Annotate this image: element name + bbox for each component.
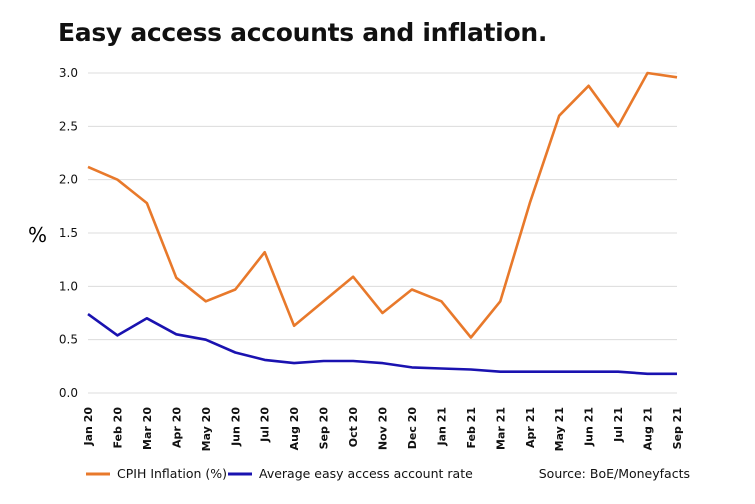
gridlines [88, 72, 677, 394]
x-tick-label: Apr 20 [170, 407, 183, 448]
y-tick-label: 0.5 [59, 333, 78, 347]
y-tick-label: 1.5 [59, 226, 78, 240]
x-tick-label: Aug 20 [288, 407, 301, 451]
x-tick-label: Mar 21 [494, 407, 507, 450]
y-tick-label: 1.0 [59, 279, 78, 293]
y-tick-label: 2.5 [59, 119, 78, 133]
x-tick-label: Nov 20 [377, 407, 390, 450]
legend-label-cpih: CPIH Inflation (%) [117, 466, 227, 481]
x-tick-label: Jun 21 [583, 407, 596, 447]
x-tick-label: May 21 [553, 407, 566, 451]
x-tick-label: Feb 21 [465, 407, 478, 449]
x-tick-label: Jul 20 [259, 407, 272, 443]
source-note: Source: BoE/Moneyfacts [539, 466, 690, 481]
x-tick-label: Oct 20 [347, 407, 360, 448]
series-line-cpih [87, 71, 678, 339]
x-tick-label: Jan 21 [435, 407, 448, 446]
x-tick-label: Feb 20 [111, 407, 124, 449]
x-tick-label: Sep 20 [318, 407, 331, 450]
series-lines [87, 71, 678, 376]
y-tick-labels: 0.0 0.5 1.0 1.5 2.0 2.5 3.0 [59, 66, 78, 400]
y-tick-label: 2.0 [59, 173, 78, 187]
x-tick-label: Aug 21 [642, 407, 655, 450]
x-tick-label: Jul 21 [612, 407, 625, 443]
x-tick-labels: Jan 20 Feb 20 Mar 20 Apr 20 May 20 Jun 20 Jul … [82, 407, 684, 452]
y-tick-label: 0.0 [59, 386, 78, 400]
y-tick-label: 3.0 [59, 66, 78, 80]
x-tick-label: Apr 21 [524, 407, 537, 448]
x-tick-label: Jan 20 [82, 407, 95, 447]
x-tick-label: Jun 20 [229, 407, 242, 447]
x-tick-label: Dec 20 [406, 407, 419, 450]
y-axis-label: % [28, 223, 47, 247]
legend: CPIH Inflation (%) Average easy access a… [86, 466, 473, 481]
x-tick-label: Mar 20 [141, 407, 154, 450]
x-tick-label: Sep 21 [671, 407, 684, 449]
x-tick-label: May 20 [200, 407, 213, 452]
legend-label-easy-access: Average easy access account rate [259, 466, 473, 481]
series-line-easy-access [87, 313, 677, 376]
chart-title: Easy access accounts and inflation. [58, 18, 548, 47]
